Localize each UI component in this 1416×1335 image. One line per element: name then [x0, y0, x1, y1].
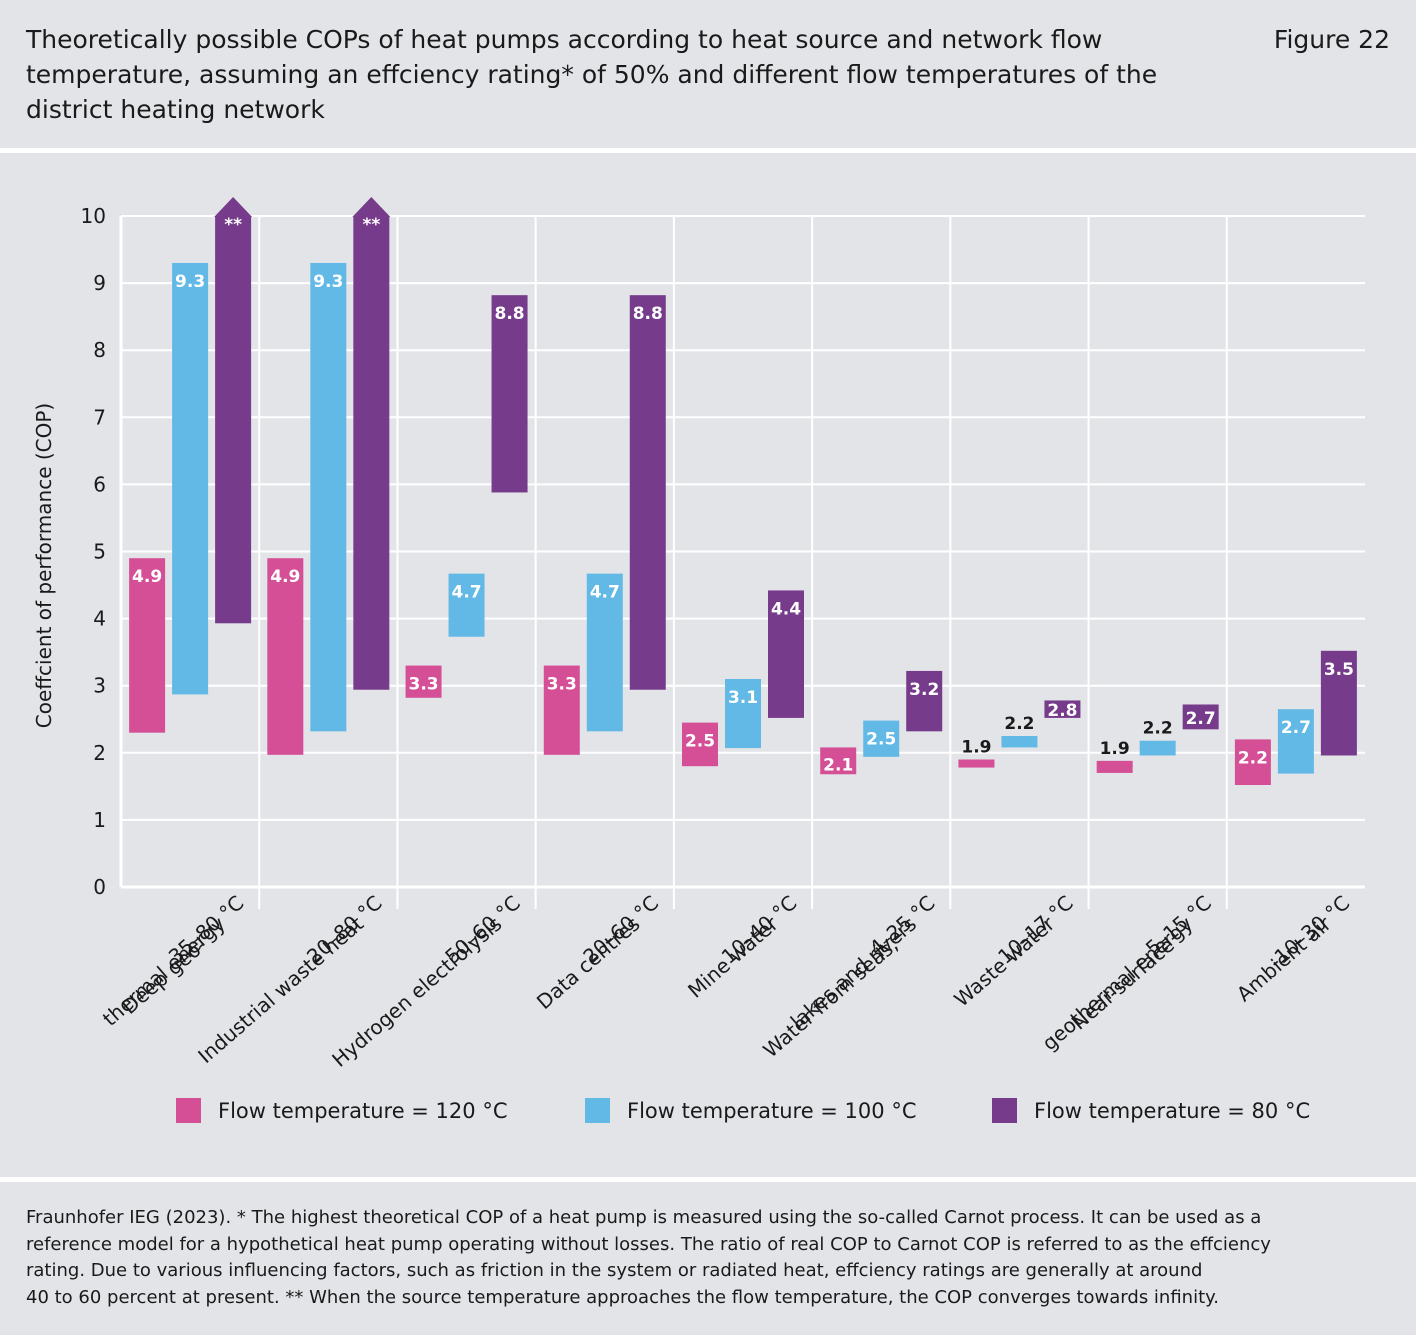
legend-swatch-80 [992, 1098, 1017, 1123]
bar-series-2 [1277, 709, 1314, 774]
bar-data-label: 4.4 [771, 599, 801, 619]
bar-series-3 [1044, 700, 1081, 718]
bar-data-label: 1.9 [1100, 739, 1130, 759]
x-category-label: 4–25 °C [865, 891, 940, 961]
bar-series-2 [172, 262, 209, 695]
bar-series-1 [1096, 760, 1133, 773]
bar-series-2 [1001, 736, 1038, 748]
y-tick-label: 6 [93, 472, 106, 496]
bar-series-2 [863, 720, 900, 757]
bar-data-label: 2.5 [685, 732, 715, 752]
bar-data-label: 9.3 [313, 272, 343, 292]
x-category-label: 50–60 °C [440, 891, 525, 969]
bar-series-2 [310, 262, 347, 732]
top-divider [0, 148, 1416, 153]
bar-data-label: 4.9 [132, 567, 162, 587]
bar-data-label: 2.2 [1004, 714, 1034, 734]
legend-label-80: Flow temperature = 80 °C [1034, 1099, 1311, 1123]
bar-series-1 [267, 558, 304, 755]
y-tick-label: 7 [93, 405, 106, 429]
bar-data-label: 3.5 [1324, 660, 1354, 680]
x-category-label: 20–60 °C [578, 891, 663, 969]
bar-series-3 [353, 216, 390, 690]
bar-data-label: ** [224, 215, 242, 235]
bar-series-3 [906, 670, 943, 732]
bar-series-1 [129, 558, 166, 733]
bar-series-2 [448, 573, 485, 637]
bar-series-1 [405, 665, 442, 698]
bar-series-3 [1182, 704, 1219, 730]
bar-series-2 [725, 678, 761, 749]
x-category-label: -10–30 °C [1264, 891, 1354, 974]
bar-series-1 [1234, 739, 1271, 786]
bar-series-3 [1320, 650, 1357, 756]
footnote-line: reference model for a hypothetical heat … [26, 1233, 1271, 1255]
bar-data-label: ** [362, 215, 380, 235]
bar-data-label: 2.2 [1143, 719, 1173, 739]
bar-data-label: 2.7 [1281, 718, 1311, 738]
bar-data-label: 8.8 [633, 304, 663, 324]
legend: Flow temperature = 120 °C Flow temperatu… [0, 1094, 1416, 1128]
y-tick-label: 2 [93, 741, 106, 765]
bar-series-1 [543, 665, 580, 755]
bar-series-3 [491, 295, 528, 493]
bar-arrow-top [352, 197, 391, 217]
y-tick-label: 8 [93, 338, 106, 362]
bar-data-label: 3.3 [547, 675, 577, 695]
y-axis-title: Coeffcient of performance (COP) [32, 403, 56, 728]
footnote: Fraunhofer IEG (2023). * The highest the… [26, 1205, 1366, 1311]
bar-series-2 [586, 573, 623, 732]
y-tick-label: 10 [81, 204, 106, 228]
x-category-label: 20–80 °C [302, 891, 387, 969]
legend-label-100: Flow temperature = 100 °C [627, 1099, 917, 1123]
chart-title: Theoretically possible COPs of heat pump… [26, 25, 1158, 124]
bar-series-1 [958, 759, 995, 768]
y-tick-label: 3 [93, 674, 106, 698]
bar-arrow-top [214, 197, 253, 217]
legend-swatch-100 [585, 1098, 610, 1123]
bar-series-3 [629, 295, 666, 690]
chart-area: 0 1 2 3 4 5 6 7 8 9 10 Coeffcient of performance (C… [32, 197, 1365, 1072]
bar-data-label: 3.2 [909, 680, 939, 700]
bar-data-label: 3.3 [408, 675, 438, 695]
bar-data-label: 9.3 [175, 272, 205, 292]
legend-swatch-120 [176, 1098, 201, 1123]
x-category-label: 35–80 °C [164, 891, 249, 969]
bar-series-1 [682, 722, 718, 767]
bar-data-label: 2.7 [1186, 709, 1216, 729]
bar-series-3 [768, 590, 804, 718]
bar-data-label: 4.7 [590, 583, 620, 603]
y-tick-label: 1 [93, 808, 106, 832]
y-tick-label: 9 [93, 271, 106, 295]
y-tick-label: 0 [93, 875, 106, 899]
bar-data-label: 4.9 [270, 567, 300, 587]
legend-label-120: Flow temperature = 120 °C [218, 1099, 508, 1123]
x-category-label: 10–40 °C [717, 891, 802, 969]
bar-data-label: 2.8 [1047, 701, 1077, 721]
x-category-label: 5–15 °C [1141, 891, 1216, 961]
bar-series-1 [820, 747, 857, 775]
bar-data-label: 2.1 [823, 755, 853, 775]
header: Theoretically possible COPs of heat pump… [0, 0, 1416, 148]
bar-data-label: 2.2 [1238, 748, 1268, 768]
bar-data-label: 3.1 [728, 688, 758, 708]
bar-series-2 [1139, 740, 1176, 756]
y-tick-label: 5 [93, 540, 106, 564]
bar-data-label: 2.5 [866, 730, 896, 750]
y-tick-label: 4 [93, 607, 106, 631]
bar-data-label: 8.8 [494, 304, 524, 324]
bar-data-label: 1.9 [961, 738, 991, 758]
figure-label: Figure 22 [1273, 25, 1390, 54]
bar-series-3 [215, 216, 252, 624]
footnote-line: 40 to 60 percent at present. ** When the… [26, 1286, 1219, 1308]
bar-data-label: 4.7 [451, 583, 481, 603]
x-category-label: 10–17 °C [993, 891, 1078, 969]
footnote-line: rating. Due to various influencing facto… [26, 1260, 1203, 1281]
bottom-divider [0, 1177, 1416, 1182]
footnote-line: Fraunhofer IEG (2023). * The highest the… [26, 1207, 1262, 1228]
